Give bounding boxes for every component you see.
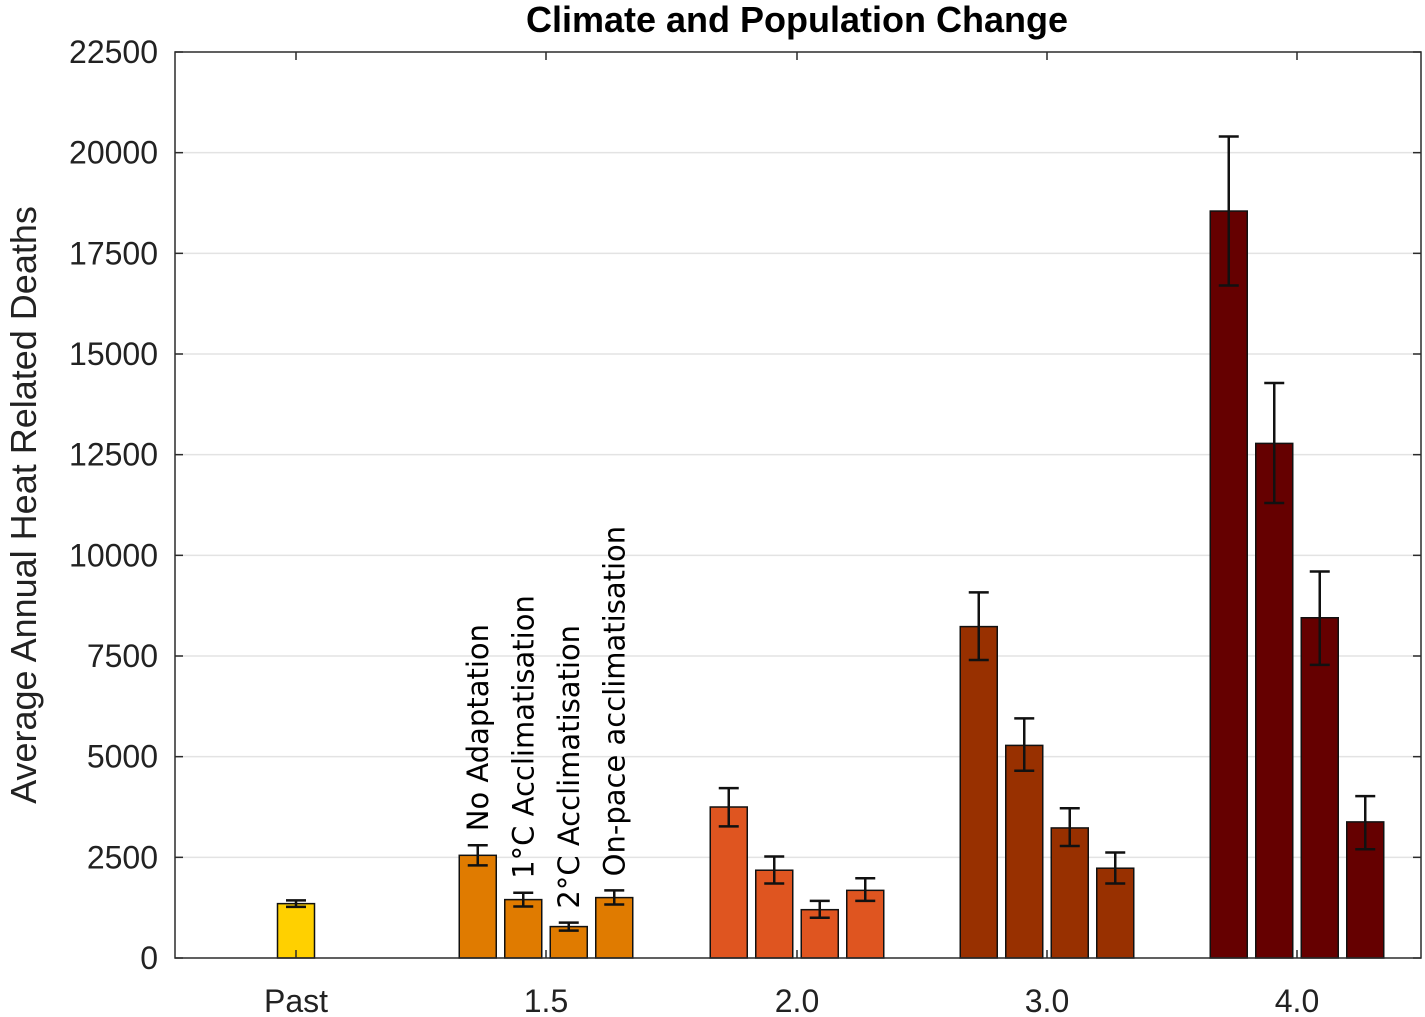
y-axis-label: Average Annual Heat Related Deaths (3, 206, 44, 804)
bar (595, 896, 634, 959)
y-tick-label: 7500 (87, 638, 158, 674)
y-tick-label: 20000 (69, 135, 158, 171)
x-tick-label: 2.0 (775, 983, 819, 1017)
y-tick-label: 12500 (69, 437, 158, 473)
series-annotations: No Adaptation 1°C Acclimatisation 2°C Accl… (461, 526, 632, 909)
x-tick-label: Past (264, 983, 328, 1017)
plot-frame (174, 51, 1422, 959)
series-annotation-label: 1°C Acclimatisation (506, 595, 540, 879)
y-tick-label: 0 (140, 940, 158, 976)
bar (1050, 827, 1089, 959)
bar (1209, 210, 1248, 959)
bar (1255, 442, 1294, 959)
y-tick-label: 2500 (87, 839, 158, 875)
y-tick-label: 15000 (69, 336, 158, 372)
bars (276, 210, 1385, 959)
bar (1005, 744, 1044, 959)
axes (174, 51, 1422, 959)
bar (1300, 616, 1339, 959)
x-tick-label: 1.5 (524, 983, 568, 1017)
series-annotation-label: No Adaptation (461, 624, 495, 831)
x-tick-label: 3.0 (1025, 983, 1069, 1017)
series-annotation-label: On-pace acclimatisation (597, 526, 631, 877)
error-bars (286, 135, 1376, 932)
bar (276, 902, 316, 959)
y-tick-labels: 0 2500 5000 7500 10000 12500 15000 17500 20000 22… (69, 34, 158, 976)
chart-title: Climate and Population Change (526, 0, 1068, 40)
series-annotation-label: 2°C Acclimatisation (552, 625, 586, 909)
y-tick-label: 5000 (87, 739, 158, 775)
x-tick-label: 4.0 (1275, 983, 1319, 1017)
gridlines (175, 151, 1421, 859)
bar (458, 854, 497, 959)
x-tick-labels: Past 1.5 2.0 3.0 4.0 (264, 983, 1319, 1017)
y-tick-label: 10000 (69, 537, 158, 573)
bar (709, 806, 748, 959)
y-tick-label: 22500 (69, 34, 158, 70)
bar (959, 625, 998, 959)
y-tick-label: 17500 (69, 235, 158, 271)
bar (504, 898, 543, 959)
